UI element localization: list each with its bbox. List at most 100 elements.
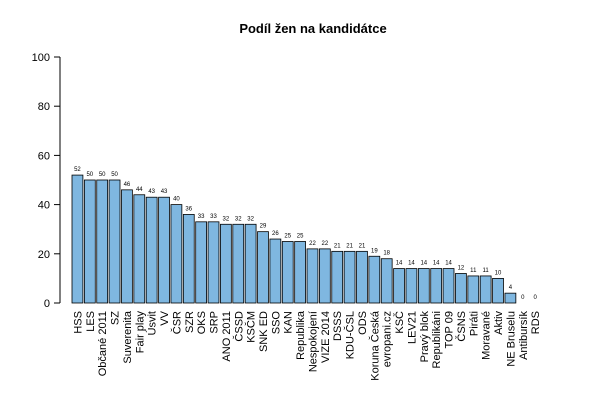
y-tick-label: 0: [44, 298, 50, 310]
bar: [83, 179, 96, 304]
category-label: Úsvit: [146, 311, 159, 335]
value-label: 33: [198, 214, 205, 220]
category-label: Fair play: [134, 311, 146, 354]
y-axis: 0 20 40 60 80 100: [32, 52, 61, 310]
bar: [294, 241, 306, 304]
value-label: 26: [272, 231, 279, 237]
value-label: 25: [297, 234, 304, 240]
category-label: KDU-ČSL: [344, 311, 357, 359]
value-label: 21: [359, 243, 366, 249]
bar: [442, 268, 455, 304]
value-label: 50: [86, 172, 93, 178]
category-label: SNK ED: [258, 311, 270, 352]
bar: [158, 196, 170, 304]
value-label: 14: [445, 261, 452, 267]
bar: [220, 223, 232, 304]
category-label: SZR: [184, 311, 196, 333]
bar: [182, 214, 195, 304]
bar: [417, 268, 430, 304]
bar: [145, 196, 158, 304]
category-label: KSČ: [393, 311, 406, 334]
bar: [121, 189, 133, 304]
value-label: 50: [99, 172, 106, 178]
bar: [96, 179, 109, 304]
y-tick-label: 40: [38, 200, 50, 212]
value-label: 4: [509, 285, 513, 291]
bar: [195, 221, 207, 304]
value-label: 32: [235, 216, 242, 222]
category-label: Suverenita: [122, 310, 134, 363]
value-label: 46: [124, 182, 131, 188]
chart-title: Podíl žen na kandidátce: [239, 21, 386, 36]
value-label: 12: [458, 265, 465, 271]
value-label: 43: [161, 189, 168, 195]
value-label: 10: [495, 270, 502, 276]
bar: [71, 174, 84, 304]
category-label: TOP 09: [444, 311, 456, 349]
bar: [257, 231, 269, 304]
y-tick-label: 100: [32, 52, 50, 64]
category-label: VV: [159, 310, 171, 325]
category-label: ČSNS: [455, 311, 468, 342]
bar: [318, 248, 331, 304]
bar: [281, 241, 294, 304]
category-label: Republika: [295, 310, 307, 360]
category-label: LES: [85, 311, 97, 332]
category-label: SZ: [110, 311, 122, 325]
category-label: Antibursík: [518, 311, 530, 360]
category-label: Republikáni: [431, 311, 443, 368]
bars: [71, 174, 517, 304]
value-label: 25: [284, 234, 291, 240]
value-label: 29: [260, 224, 267, 230]
bar: [244, 223, 257, 304]
bar: [467, 275, 480, 304]
category-label: ODS: [357, 311, 369, 335]
bar: [368, 255, 381, 304]
bar: [108, 179, 121, 304]
value-label: 44: [136, 187, 143, 193]
bar: [405, 268, 418, 304]
bar: [343, 250, 356, 304]
bar: [133, 194, 146, 304]
value-label: 40: [173, 197, 180, 203]
category-label: KSČM: [245, 311, 258, 343]
value-label: 36: [185, 206, 192, 212]
value-label: 50: [111, 172, 118, 178]
bar: [393, 268, 405, 304]
category-label: RDS: [530, 311, 542, 334]
category-label: Aktiv: [493, 311, 505, 335]
bar: [455, 273, 467, 304]
value-label: 33: [210, 214, 217, 220]
bar: [207, 221, 220, 304]
bar: [170, 204, 183, 304]
value-label: 52: [74, 167, 81, 173]
category-label: ANO 2011: [221, 311, 233, 362]
category-label: Piráti: [468, 311, 480, 336]
value-label: 11: [470, 268, 477, 274]
value-label: 11: [483, 268, 490, 274]
bar: [306, 248, 319, 304]
category-label: Pravý blok: [419, 311, 431, 363]
bar: [232, 223, 245, 304]
y-tick-label: 80: [38, 101, 50, 113]
y-tick-label: 60: [38, 150, 50, 162]
category-label: Nespokojení: [307, 311, 319, 372]
category-label: NE Bruselu: [505, 311, 517, 367]
bar: [430, 268, 443, 304]
category-label: SSO: [270, 311, 282, 335]
category-label: Moravané: [481, 311, 493, 360]
category-label: KAN: [283, 311, 295, 334]
category-label: ČSSD: [232, 311, 245, 342]
category-labels: HSS LES Občané 2011 SZ Suverenita Fair play Ús…: [72, 310, 542, 381]
category-label: ČSR: [170, 311, 183, 334]
value-label: 14: [420, 261, 427, 267]
bar: [492, 277, 504, 304]
value-label: 32: [223, 216, 230, 222]
value-label: 0: [533, 295, 537, 301]
category-label: Koruna Česká: [368, 310, 381, 381]
value-label: 22: [309, 241, 316, 247]
category-label: OKS: [196, 311, 208, 334]
bar: [504, 292, 517, 304]
